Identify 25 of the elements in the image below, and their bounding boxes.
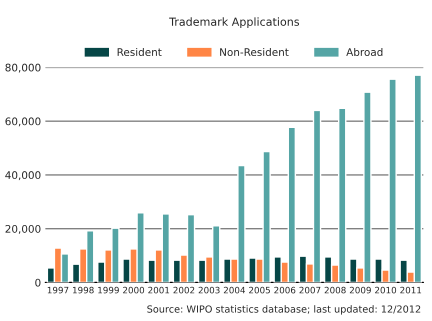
x-tick-label: 2011	[400, 286, 422, 294]
y-tick-label: 60,000	[5, 117, 40, 126]
y-tick-label: 0	[35, 278, 40, 287]
x-tick-label: 2001	[148, 286, 170, 294]
y-tick-label: 20,000	[6, 224, 40, 234]
x-tick-label: 2006	[274, 286, 296, 294]
x-tick-label: 2007	[299, 286, 320, 294]
x-tick-label: 2000	[123, 286, 144, 294]
legend-label: Abroad	[346, 48, 382, 56]
x-tick-label: 1997	[48, 286, 68, 294]
x-tick-label: 2010	[375, 286, 396, 294]
x-tick-label: 1998	[72, 286, 94, 294]
source-note: Source: WIPO statistics database; last updated: 12/2012	[147, 305, 420, 315]
x-tick-label: 2005	[249, 286, 270, 294]
y-tick-label: 40,000	[5, 171, 40, 180]
x-tick-label: 2009	[350, 286, 371, 294]
legend-label: Resident	[118, 48, 162, 56]
x-tick-label: 1999	[98, 286, 119, 294]
x-tick-label: 2002	[173, 286, 194, 294]
chart-title: Trademark Applications	[169, 17, 300, 28]
x-tick-label: 2008	[324, 286, 346, 294]
legend-label: Non-Resident	[220, 48, 289, 56]
x-tick-label: 2004	[224, 286, 246, 294]
x-tick-label: 2003	[198, 286, 220, 294]
y-tick-label: 80,000	[5, 64, 40, 73]
